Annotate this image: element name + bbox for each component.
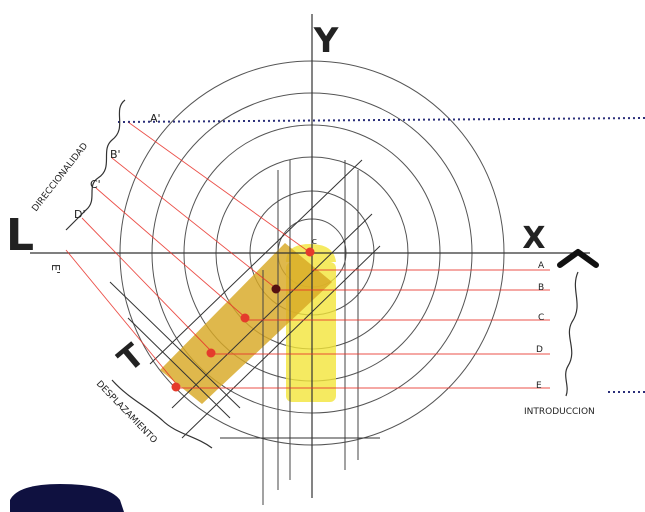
point-c2 (240, 313, 250, 323)
caret-up-icon (557, 249, 599, 268)
red-horizontal-lines (178, 269, 550, 389)
ochre-diagonal-band (160, 243, 332, 404)
t-label: T (110, 336, 151, 379)
y-axis-label: Y (313, 21, 339, 61)
l-label: L (6, 210, 34, 261)
desplazamiento-label: DESPLAZAMIENTO (94, 379, 159, 446)
direccionalidad-label: DIRECCIONALIDAD (30, 141, 90, 214)
svg-text:D': D' (74, 208, 86, 221)
svg-text:C': C' (90, 178, 101, 191)
svg-text:C: C (538, 313, 544, 323)
red-points (171, 247, 315, 392)
point-e (171, 382, 181, 392)
svg-text:B: B (538, 283, 544, 293)
bottom-bracket-squiggle (111, 379, 213, 449)
svg-text:D: D (536, 345, 543, 355)
svg-text:E: E (536, 381, 542, 391)
svg-text:A': A' (150, 112, 161, 125)
center-label: C (312, 238, 317, 246)
dotted-line-top (117, 117, 645, 123)
corner-blob (10, 484, 124, 512)
red-diagonal-lines (65, 121, 313, 387)
right-bracket-squiggle (565, 271, 579, 397)
point-d (206, 348, 216, 358)
right-letters: A B C D E (536, 261, 545, 391)
diagonal-guide-lines (109, 159, 381, 439)
left-bracket-squiggle (65, 99, 126, 231)
left-letters: A' B' C' D' E' (49, 112, 161, 274)
introduccion-label: INTRODUCCION (524, 407, 595, 417)
svg-text:B': B' (110, 148, 121, 161)
svg-text:A: A (538, 261, 545, 271)
point-c (305, 247, 315, 257)
svg-text:E': E' (49, 264, 62, 274)
x-axis-label: X (522, 221, 545, 256)
point-b (271, 284, 281, 294)
